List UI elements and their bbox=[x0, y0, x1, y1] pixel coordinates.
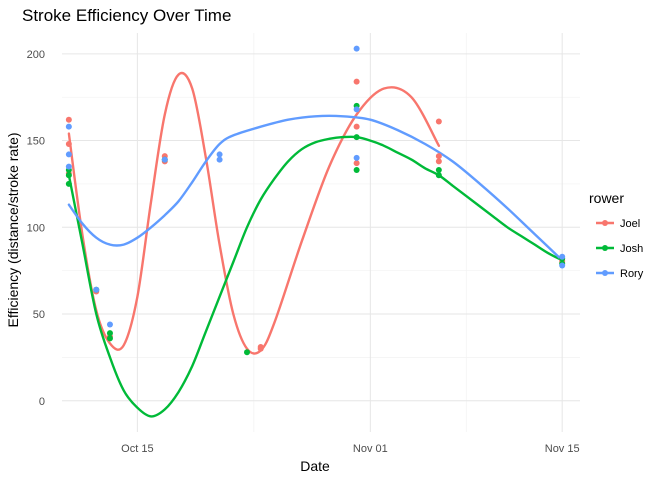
y-axis-title: Efficiency (distance/stroke rate) bbox=[5, 132, 21, 327]
legend-key-point bbox=[602, 270, 608, 276]
data-point-joel bbox=[65, 141, 72, 148]
data-point-rory bbox=[353, 45, 360, 52]
trend-line-rory bbox=[67, 114, 564, 262]
legend: rower Joel Josh Rory bbox=[589, 190, 644, 280]
data-point-josh bbox=[435, 172, 442, 179]
data-point-josh bbox=[106, 330, 113, 337]
legend-title: rower bbox=[589, 190, 624, 206]
data-point-joel bbox=[353, 78, 360, 85]
data-points bbox=[65, 45, 566, 356]
y-tick-label: 0 bbox=[39, 396, 45, 408]
data-point-rory bbox=[65, 123, 72, 130]
legend-item-joel: Joel bbox=[596, 218, 640, 230]
data-point-joel bbox=[257, 345, 264, 352]
legend-label: Joel bbox=[620, 218, 640, 230]
data-point-josh bbox=[244, 349, 250, 356]
legend-label: Josh bbox=[620, 243, 643, 255]
data-point-rory bbox=[353, 106, 360, 113]
data-point-rory bbox=[93, 286, 100, 293]
trend-lines bbox=[67, 71, 564, 418]
trend-line-josh bbox=[67, 135, 564, 418]
data-point-rory bbox=[65, 163, 72, 170]
data-point-joel bbox=[435, 158, 442, 165]
x-axis-title: Date bbox=[300, 458, 330, 474]
data-point-joel bbox=[435, 118, 442, 125]
x-tick-label: Oct 15 bbox=[121, 443, 153, 455]
y-tick-labels: 0 50 100 150 200 bbox=[27, 49, 45, 408]
legend-key-point bbox=[602, 220, 608, 226]
legend-key-point bbox=[602, 245, 608, 251]
y-tick-label: 150 bbox=[27, 136, 45, 148]
data-point-rory bbox=[559, 253, 566, 260]
legend-item-josh: Josh bbox=[596, 243, 643, 255]
data-point-joel bbox=[65, 116, 72, 123]
y-tick-label: 50 bbox=[33, 309, 45, 321]
data-point-rory bbox=[161, 156, 168, 163]
data-point-rory bbox=[65, 151, 72, 158]
data-point-josh bbox=[65, 172, 72, 179]
data-point-rory bbox=[106, 321, 113, 328]
data-point-rory bbox=[559, 262, 566, 269]
x-tick-label: Nov 15 bbox=[545, 443, 580, 455]
chart-title: Stroke Efficiency Over Time bbox=[22, 6, 231, 25]
data-point-josh bbox=[65, 180, 72, 187]
legend-item-rory: Rory bbox=[596, 268, 644, 280]
legend-label: Rory bbox=[620, 268, 644, 280]
data-point-josh bbox=[353, 167, 360, 174]
x-tick-labels: Oct 15 Nov 01 Nov 15 bbox=[121, 443, 579, 455]
data-point-joel bbox=[353, 123, 360, 130]
data-point-joel bbox=[435, 153, 442, 160]
y-tick-label: 100 bbox=[27, 222, 45, 234]
data-point-rory bbox=[216, 151, 223, 158]
data-point-josh bbox=[106, 335, 113, 342]
data-point-rory bbox=[216, 156, 223, 163]
data-point-joel bbox=[353, 160, 360, 167]
data-point-josh bbox=[435, 167, 442, 174]
legend-items: Joel Josh Rory bbox=[596, 218, 644, 280]
x-tick-label: Nov 01 bbox=[353, 443, 388, 455]
y-tick-label: 200 bbox=[27, 49, 45, 61]
trend-line-joel bbox=[67, 71, 441, 355]
data-point-rory bbox=[353, 154, 360, 161]
data-point-josh bbox=[353, 134, 360, 141]
